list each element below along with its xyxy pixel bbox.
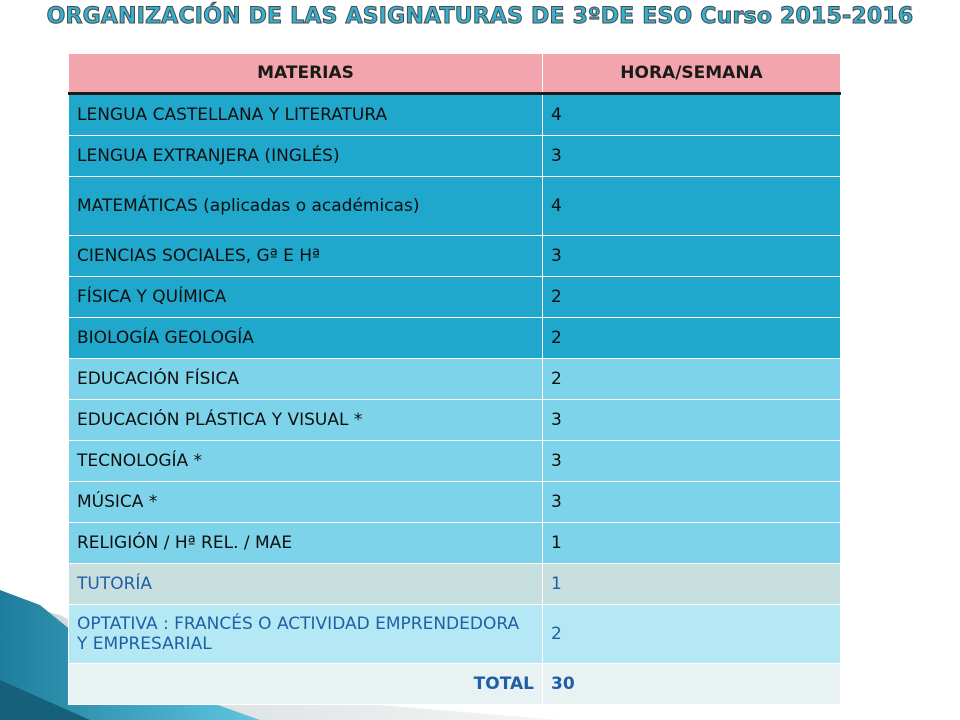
hours-cell: 2 xyxy=(542,358,841,400)
subject-cell: BIOLOGÍA GEOLOGÍA xyxy=(68,317,543,359)
subject-cell: EDUCACIÓN PLÁSTICA Y VISUAL * xyxy=(68,399,543,441)
subject-cell: MATEMÁTICAS (aplicadas o académicas) xyxy=(68,176,543,236)
table-row: FÍSICA Y QUÍMICA 2 xyxy=(68,276,841,318)
subject-cell: LENGUA EXTRANJERA (INGLÉS) xyxy=(68,135,543,177)
total-row: TOTAL 30 xyxy=(68,663,841,705)
subject-cell: TECNOLOGÍA * xyxy=(68,440,543,482)
hours-cell: 4 xyxy=(542,176,841,236)
total-label: TOTAL xyxy=(68,663,543,705)
hours-cell: 3 xyxy=(542,440,841,482)
hours-cell: 3 xyxy=(542,481,841,523)
header-hours: HORA/SEMANA xyxy=(542,53,841,95)
subject-cell: FÍSICA Y QUÍMICA xyxy=(68,276,543,318)
table-row: BIOLOGÍA GEOLOGÍA 2 xyxy=(68,317,841,359)
table-row: RELIGIÓN / Hª REL. / MAE 1 xyxy=(68,522,841,564)
table-row: LENGUA EXTRANJERA (INGLÉS) 3 xyxy=(68,135,841,177)
table-row: EDUCACIÓN PLÁSTICA Y VISUAL * 3 xyxy=(68,399,841,441)
table-header-row: MATERIAS HORA/SEMANA xyxy=(68,53,841,95)
table-row: MATEMÁTICAS (aplicadas o académicas) 4 xyxy=(68,176,841,236)
hours-cell: 2 xyxy=(542,276,841,318)
table-row: CIENCIAS SOCIALES, Gª E Hª 3 xyxy=(68,235,841,277)
table-row: MÚSICA * 3 xyxy=(68,481,841,523)
subject-cell: LENGUA CASTELLANA Y LITERATURA xyxy=(68,93,543,136)
page-title: ORGANIZACIÓN DE LAS ASIGNATURAS DE 3ºDE … xyxy=(46,4,914,30)
table-row: OPTATIVA : FRANCÉS O ACTIVIDAD EMPRENDED… xyxy=(68,604,841,664)
header-subject: MATERIAS xyxy=(68,53,543,95)
subject-cell: OPTATIVA : FRANCÉS O ACTIVIDAD EMPRENDED… xyxy=(68,604,543,664)
hours-cell: 1 xyxy=(542,563,841,605)
subject-cell: TUTORÍA xyxy=(68,563,543,605)
hours-cell: 3 xyxy=(542,235,841,277)
hours-cell: 2 xyxy=(542,317,841,359)
hours-cell: 1 xyxy=(542,522,841,564)
hours-cell: 3 xyxy=(542,135,841,177)
subject-cell: MÚSICA * xyxy=(68,481,543,523)
hours-cell: 3 xyxy=(542,399,841,441)
hours-cell: 4 xyxy=(542,93,841,136)
table-row: TUTORÍA 1 xyxy=(68,563,841,605)
subject-cell: CIENCIAS SOCIALES, Gª E Hª xyxy=(68,235,543,277)
subject-cell: EDUCACIÓN FÍSICA xyxy=(68,358,543,400)
table-row: TECNOLOGÍA * 3 xyxy=(68,440,841,482)
subjects-table: MATERIAS HORA/SEMANA LENGUA CASTELLANA Y… xyxy=(68,53,841,705)
table-row: LENGUA CASTELLANA Y LITERATURA 4 xyxy=(68,93,841,136)
total-value: 30 xyxy=(542,663,841,705)
subject-cell: RELIGIÓN / Hª REL. / MAE xyxy=(68,522,543,564)
table-row: EDUCACIÓN FÍSICA 2 xyxy=(68,358,841,400)
hours-cell: 2 xyxy=(542,604,841,664)
